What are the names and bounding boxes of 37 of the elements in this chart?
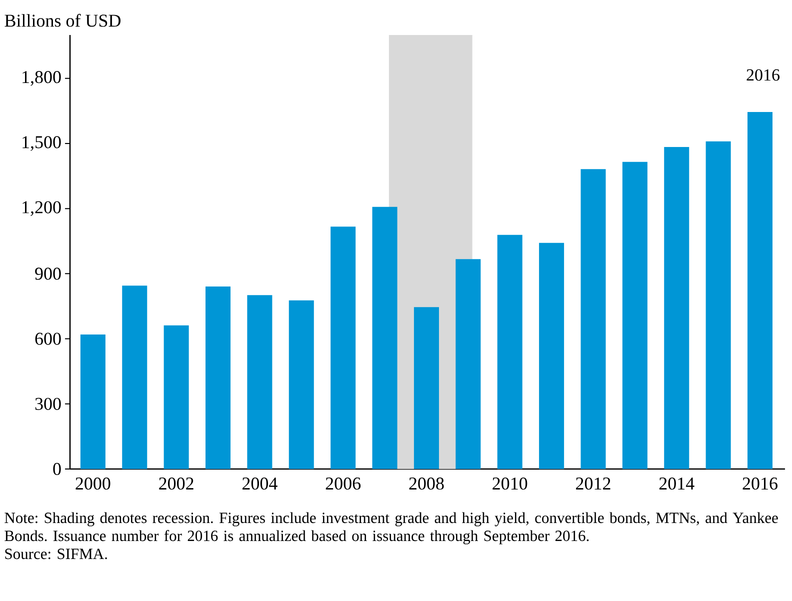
x-tick-label: 2006 bbox=[326, 478, 361, 490]
bar bbox=[747, 112, 772, 469]
bar bbox=[456, 259, 481, 469]
bar bbox=[206, 286, 231, 469]
x-tick-label: 2008 bbox=[409, 478, 444, 490]
x-tick-label: 2010 bbox=[492, 478, 528, 490]
bar bbox=[247, 295, 272, 469]
source-note: Source: SIFMA. bbox=[5, 548, 107, 560]
x-tick-label: 2002 bbox=[159, 478, 194, 490]
bar bbox=[372, 206, 398, 469]
x-tick-label: 2004 bbox=[242, 478, 278, 490]
y-tick-label: 0 bbox=[53, 462, 61, 476]
y-tick-label: 1,500 bbox=[22, 136, 61, 151]
x-tick-label: 2000 bbox=[76, 478, 110, 490]
bar bbox=[706, 141, 731, 469]
x-tick-label: 2016 bbox=[742, 478, 778, 490]
bar bbox=[288, 300, 314, 469]
bar bbox=[330, 226, 356, 469]
bar bbox=[580, 169, 606, 469]
text: Note: Shading denotes recession. Figures include investment grade and high yield, convertible bonds, MTNs, and Yankee Bonds. Issuance number for 2016 is annualized based on issuance through September 2016. bbox=[4, 512, 778, 544]
x-tick-label: 2012 bbox=[576, 478, 610, 490]
bar bbox=[497, 234, 522, 469]
bar bbox=[539, 242, 564, 469]
y-tick-label: 1,200 bbox=[22, 201, 61, 216]
y-tick-label: 300 bbox=[35, 398, 61, 410]
bar bbox=[80, 334, 106, 469]
y-tick-label: 900 bbox=[35, 268, 61, 280]
bar bbox=[164, 325, 189, 469]
y-axis-title: Billions of USD bbox=[4, 14, 121, 27]
annotation: 2016 bbox=[746, 69, 780, 81]
bar bbox=[414, 307, 439, 469]
y-tick-label: 1,800 bbox=[22, 71, 61, 86]
bar bbox=[664, 146, 690, 469]
bar bbox=[622, 162, 648, 469]
y-tick-label: 600 bbox=[35, 332, 61, 345]
x-tick-label: 2014 bbox=[659, 478, 694, 490]
bar bbox=[122, 286, 148, 469]
